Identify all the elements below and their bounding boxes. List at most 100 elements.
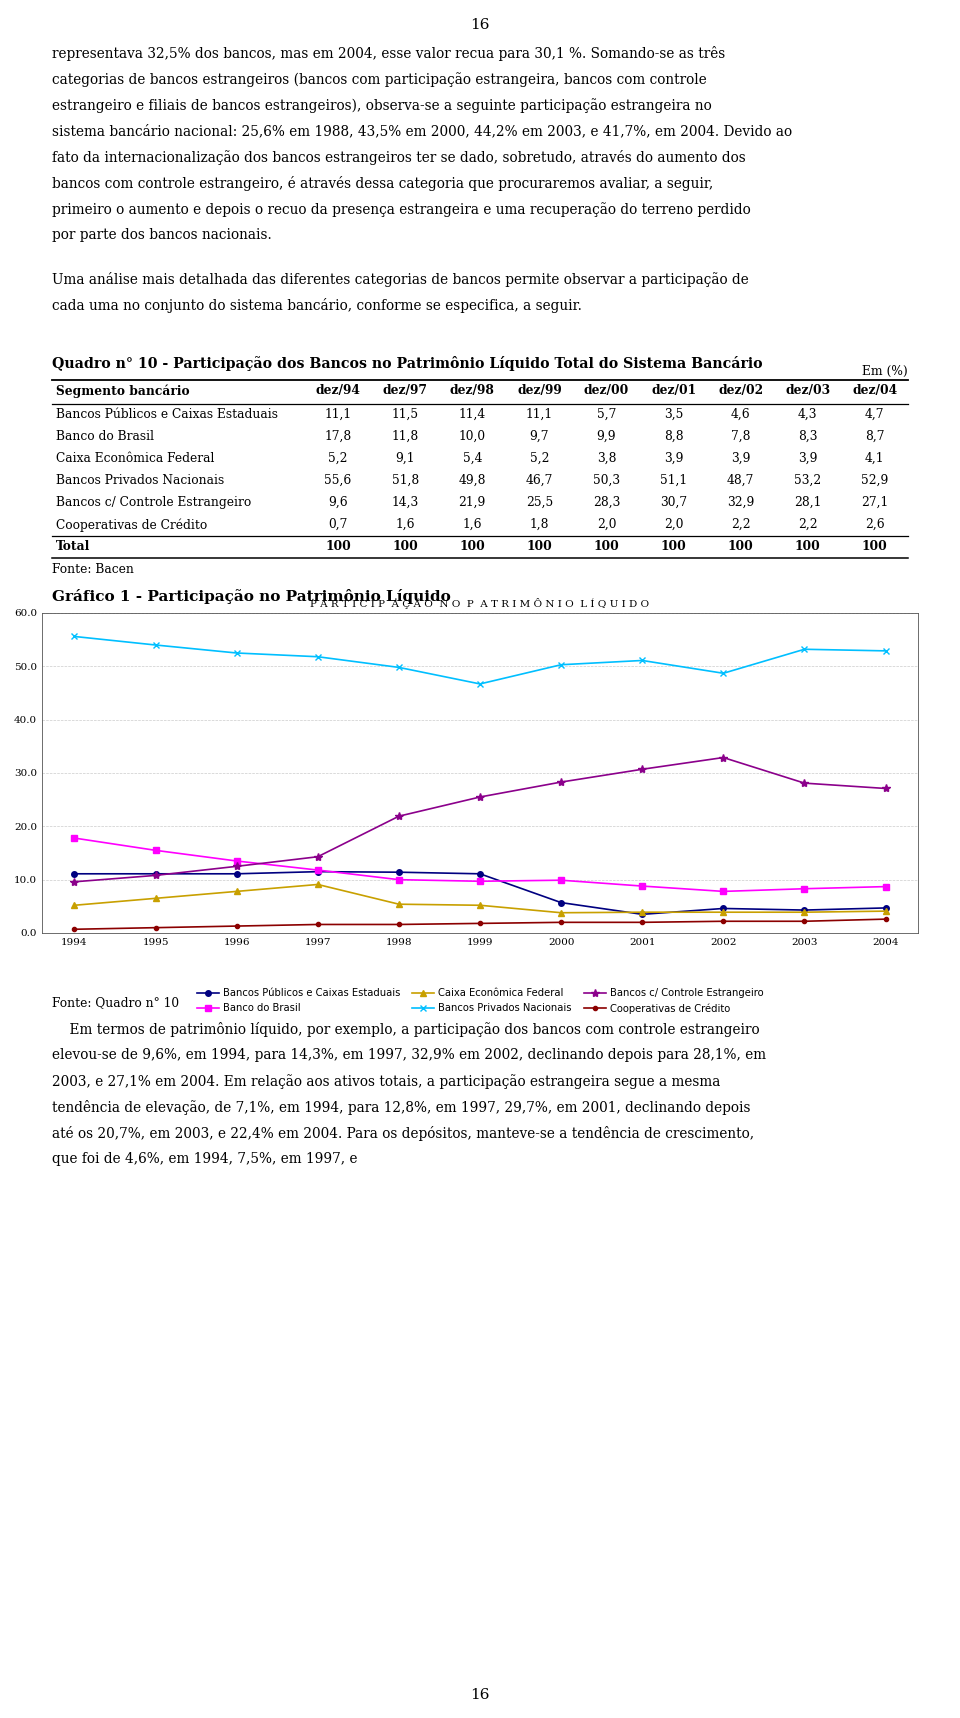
Text: 3,5: 3,5 <box>664 407 684 421</box>
Legend: Bancos Públicos e Caixas Estaduais, Banco do Brasil, Caixa Econômica Federal, Ba: Bancos Públicos e Caixas Estaduais, Banc… <box>193 984 767 1017</box>
Text: 9,7: 9,7 <box>530 430 549 443</box>
Text: 3,8: 3,8 <box>597 452 616 466</box>
Text: 16: 16 <box>470 17 490 33</box>
Text: 3,9: 3,9 <box>731 452 751 466</box>
Text: Bancos c/ Controle Estrangeiro: Bancos c/ Controle Estrangeiro <box>56 497 252 509</box>
Text: 51,1: 51,1 <box>660 474 687 486</box>
Text: 49,8: 49,8 <box>459 474 486 486</box>
Text: primeiro o aumento e depois o recuo da presença estrangeira e uma recuperação do: primeiro o aumento e depois o recuo da p… <box>52 203 751 216</box>
Text: 11,1: 11,1 <box>324 407 351 421</box>
Text: 2,0: 2,0 <box>664 519 684 531</box>
Text: dez/97: dez/97 <box>383 385 428 397</box>
Text: dez/94: dez/94 <box>316 385 361 397</box>
Text: categorias de bancos estrangeiros (bancos com participação estrangeira, bancos c: categorias de bancos estrangeiros (banco… <box>52 72 707 88</box>
Text: 32,9: 32,9 <box>727 497 755 509</box>
Text: dez/01: dez/01 <box>651 385 696 397</box>
Text: até os 20,7%, em 2003, e 22,4% em 2004. Para os depósitos, manteve-se a tendênci: até os 20,7%, em 2003, e 22,4% em 2004. … <box>52 1125 755 1141</box>
Text: Banco do Brasil: Banco do Brasil <box>56 430 154 443</box>
Title: P A R T I C I P  A Ç Ã O  N O  P  A T R I M Ô N I O  L Í Q U I D O: P A R T I C I P A Ç Ã O N O P A T R I M … <box>310 598 650 610</box>
Text: 3,9: 3,9 <box>664 452 684 466</box>
Text: 11,4: 11,4 <box>459 407 486 421</box>
Text: 55,6: 55,6 <box>324 474 351 486</box>
Text: por parte dos bancos nacionais.: por parte dos bancos nacionais. <box>52 228 272 242</box>
Text: 4,6: 4,6 <box>731 407 751 421</box>
Text: elevou-se de 9,6%, em 1994, para 14,3%, em 1997, 32,9% em 2002, declinando depoi: elevou-se de 9,6%, em 1994, para 14,3%, … <box>52 1048 766 1062</box>
Text: 9,1: 9,1 <box>396 452 415 466</box>
Text: 8,3: 8,3 <box>798 430 818 443</box>
Text: 100: 100 <box>325 539 351 553</box>
Text: 100: 100 <box>862 539 888 553</box>
Text: dez/98: dez/98 <box>450 385 494 397</box>
Text: 5,7: 5,7 <box>597 407 616 421</box>
Text: 51,8: 51,8 <box>392 474 419 486</box>
Text: cada uma no conjunto do sistema bancário, conforme se especifica, a seguir.: cada uma no conjunto do sistema bancário… <box>52 297 582 313</box>
Text: Bancos Privados Nacionais: Bancos Privados Nacionais <box>56 474 225 486</box>
Text: tendência de elevação, de 7,1%, em 1994, para 12,8%, em 1997, 29,7%, em 2001, de: tendência de elevação, de 7,1%, em 1994,… <box>52 1100 751 1115</box>
Text: 8,8: 8,8 <box>663 430 684 443</box>
Text: 100: 100 <box>593 539 619 553</box>
Text: Bancos Públicos e Caixas Estaduais: Bancos Públicos e Caixas Estaduais <box>56 407 278 421</box>
Text: 27,1: 27,1 <box>861 497 888 509</box>
Text: dez/02: dez/02 <box>718 385 763 397</box>
Text: Fonte: Quadro n° 10: Fonte: Quadro n° 10 <box>52 996 180 1008</box>
Text: 4,7: 4,7 <box>865 407 884 421</box>
Text: 100: 100 <box>526 539 552 553</box>
Text: 4,3: 4,3 <box>798 407 818 421</box>
Text: 100: 100 <box>460 539 485 553</box>
Text: dez/03: dez/03 <box>785 385 830 397</box>
Text: estrangeiro e filiais de bancos estrangeiros), observa-se a seguinte participaçã: estrangeiro e filiais de bancos estrange… <box>52 98 711 113</box>
Text: 30,7: 30,7 <box>660 497 687 509</box>
Text: 25,5: 25,5 <box>526 497 553 509</box>
Text: 1,6: 1,6 <box>463 519 482 531</box>
Text: 5,2: 5,2 <box>530 452 549 466</box>
Text: 28,3: 28,3 <box>593 497 620 509</box>
Text: dez/00: dez/00 <box>584 385 629 397</box>
Text: Quadro n° 10 - Participação dos Bancos no Patrimônio Líquido Total do Sistema Ba: Quadro n° 10 - Participação dos Bancos n… <box>52 356 762 371</box>
Text: 100: 100 <box>393 539 418 553</box>
Text: dez/04: dez/04 <box>852 385 898 397</box>
Text: que foi de 4,6%, em 1994, 7,5%, em 1997, e: que foi de 4,6%, em 1994, 7,5%, em 1997,… <box>52 1153 357 1167</box>
Text: Uma análise mais detalhada das diferentes categorias de bancos permite observar : Uma análise mais detalhada das diferente… <box>52 271 749 287</box>
Text: Em (%): Em (%) <box>862 364 908 378</box>
Text: 11,5: 11,5 <box>392 407 419 421</box>
Text: 50,3: 50,3 <box>593 474 620 486</box>
Text: Gráfico 1 - Participação no Patrimônio Líquido: Gráfico 1 - Participação no Patrimônio L… <box>52 589 451 605</box>
Text: 3,9: 3,9 <box>798 452 818 466</box>
Text: 5,2: 5,2 <box>328 452 348 466</box>
Text: Total: Total <box>56 539 90 553</box>
Text: 4,1: 4,1 <box>865 452 884 466</box>
Text: 9,6: 9,6 <box>328 497 348 509</box>
Text: 2003, e 27,1% em 2004. Em relação aos ativos totais, a participação estrangeira : 2003, e 27,1% em 2004. Em relação aos at… <box>52 1074 720 1089</box>
Text: representava 32,5% dos bancos, mas em 2004, esse valor recua para 30,1 %. Somand: representava 32,5% dos bancos, mas em 20… <box>52 46 725 62</box>
Text: dez/99: dez/99 <box>517 385 562 397</box>
Text: 11,1: 11,1 <box>526 407 553 421</box>
Text: Em termos de patrimônio líquido, por exemplo, a participação dos bancos com cont: Em termos de patrimônio líquido, por exe… <box>52 1022 759 1038</box>
Text: 48,7: 48,7 <box>727 474 755 486</box>
Text: 8,7: 8,7 <box>865 430 884 443</box>
Text: 10,0: 10,0 <box>459 430 486 443</box>
Text: fato da internacionalização dos bancos estrangeiros ter se dado, sobretudo, atra: fato da internacionalização dos bancos e… <box>52 149 746 165</box>
Text: 9,9: 9,9 <box>597 430 616 443</box>
Text: 21,9: 21,9 <box>459 497 486 509</box>
Text: 28,1: 28,1 <box>794 497 822 509</box>
Text: 2,2: 2,2 <box>798 519 818 531</box>
Text: 100: 100 <box>660 539 686 553</box>
Text: 1,8: 1,8 <box>530 519 549 531</box>
Text: 2,6: 2,6 <box>865 519 884 531</box>
Text: 14,3: 14,3 <box>392 497 419 509</box>
Text: sistema bancário nacional: 25,6% em 1988, 43,5% em 2000, 44,2% em 2003, e 41,7%,: sistema bancário nacional: 25,6% em 1988… <box>52 124 792 137</box>
Text: 5,4: 5,4 <box>463 452 482 466</box>
Text: 52,9: 52,9 <box>861 474 888 486</box>
Text: 53,2: 53,2 <box>794 474 822 486</box>
Text: 100: 100 <box>728 539 754 553</box>
Text: 1,6: 1,6 <box>396 519 415 531</box>
Text: 11,8: 11,8 <box>392 430 419 443</box>
Text: 2,2: 2,2 <box>731 519 751 531</box>
Text: 2,0: 2,0 <box>597 519 616 531</box>
Text: 17,8: 17,8 <box>324 430 351 443</box>
Text: Caixa Econômica Federal: Caixa Econômica Federal <box>56 452 214 466</box>
Text: 7,8: 7,8 <box>731 430 751 443</box>
Text: 100: 100 <box>795 539 821 553</box>
Text: Segmento bancário: Segmento bancário <box>56 385 190 397</box>
Text: Fonte: Bacen: Fonte: Bacen <box>52 564 133 576</box>
